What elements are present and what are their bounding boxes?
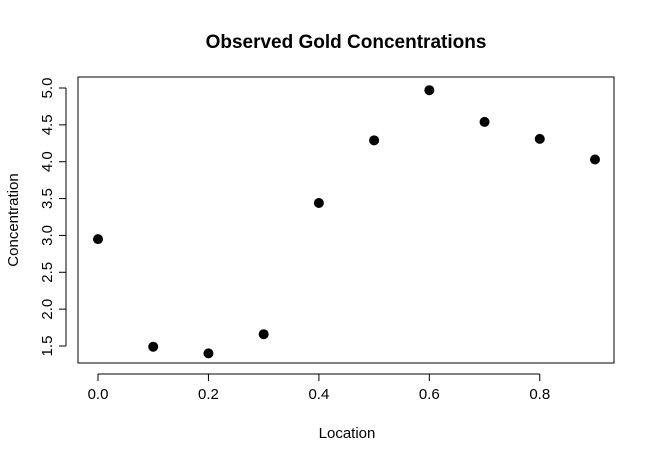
x-tick-label: 0.6	[419, 386, 440, 403]
data-point	[203, 348, 214, 359]
data-point	[479, 116, 490, 127]
data-point	[369, 135, 380, 146]
plot-frame	[77, 76, 615, 364]
y-tick-label: 5.0	[39, 78, 56, 99]
y-tick-label: 2.5	[39, 262, 56, 283]
y-tick-label: 2.0	[39, 299, 56, 320]
x-tick-label: 0.4	[308, 386, 329, 403]
data-point	[534, 133, 545, 144]
y-tick-label: 4.5	[39, 114, 56, 135]
x-tick-label: 0.2	[198, 386, 219, 403]
x-axis: 0.0 0.2 0.4 0.6 0.8	[88, 373, 550, 403]
y-tick-label: 4.0	[39, 151, 56, 172]
data-point	[258, 329, 269, 340]
data-point	[313, 197, 324, 208]
data-point	[424, 85, 435, 96]
x-axis-label: Location	[319, 425, 376, 442]
data-point	[590, 154, 600, 165]
data-point	[148, 341, 159, 352]
y-axis: 1.5 2.0 2.5 3.0 3.5 4.0 4.5 5.0	[39, 78, 67, 357]
y-axis-label: Concentration	[5, 173, 22, 266]
data-points	[93, 85, 600, 359]
chart-title: Observed Gold Concentrations	[206, 32, 487, 53]
y-tick-label: 3.0	[39, 225, 56, 246]
y-tick-label: 1.5	[39, 336, 56, 357]
x-tick-label: 0.0	[88, 386, 109, 403]
x-tick-label: 0.8	[529, 386, 550, 403]
y-tick-label: 3.5	[39, 188, 56, 209]
data-point	[93, 234, 103, 245]
